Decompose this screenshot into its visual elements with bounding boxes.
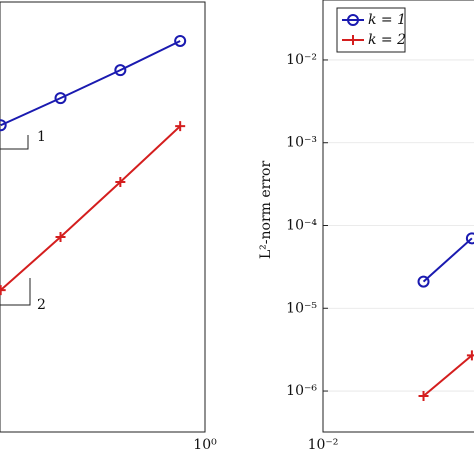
slope-label: 1 bbox=[37, 129, 46, 145]
legend-marker bbox=[348, 35, 358, 45]
marker bbox=[418, 391, 429, 402]
marker bbox=[465, 232, 474, 245]
y-axis-label: L²-norm error bbox=[258, 161, 274, 260]
x-tick-label: 10⁰ bbox=[193, 437, 217, 453]
plots: 10⁰ 10⁻² 10⁻² 10⁻³ 10⁻⁴ 10⁻⁵ 10⁻⁶ k = 1 k = 2 bbox=[0, 0, 474, 453]
series-line bbox=[422, 354, 473, 397]
x-tick-label: 10⁻² bbox=[308, 437, 339, 453]
y-tick-label: 10⁻⁵ bbox=[286, 300, 317, 316]
y-tick-label: 10⁻⁴ bbox=[286, 217, 317, 233]
series-line bbox=[0, 40, 181, 127]
y-tick-label: 10⁻³ bbox=[286, 135, 317, 151]
legend-box bbox=[336, 7, 406, 53]
plot-frame bbox=[0, 1, 206, 433]
marker bbox=[55, 232, 66, 243]
legend-label: k = 2 bbox=[368, 32, 406, 48]
y-tick-label: 10⁻² bbox=[286, 52, 317, 68]
marker bbox=[417, 275, 430, 288]
marker bbox=[466, 350, 474, 361]
marker bbox=[0, 119, 7, 132]
marker bbox=[0, 285, 6, 296]
marker bbox=[54, 92, 67, 105]
series-line bbox=[0, 125, 181, 291]
plot-frame bbox=[322, 0, 474, 433]
marker bbox=[115, 176, 126, 187]
slope-label: 2 bbox=[37, 297, 46, 313]
slope-triangle bbox=[0, 278, 31, 306]
legend-label: k = 1 bbox=[368, 12, 406, 28]
marker bbox=[114, 64, 127, 77]
y-tick-label: 10⁻⁶ bbox=[286, 383, 317, 399]
legend-marker bbox=[347, 14, 359, 26]
marker bbox=[174, 34, 187, 47]
slope-triangle bbox=[0, 135, 29, 150]
series-line bbox=[422, 237, 473, 283]
marker bbox=[175, 121, 186, 132]
